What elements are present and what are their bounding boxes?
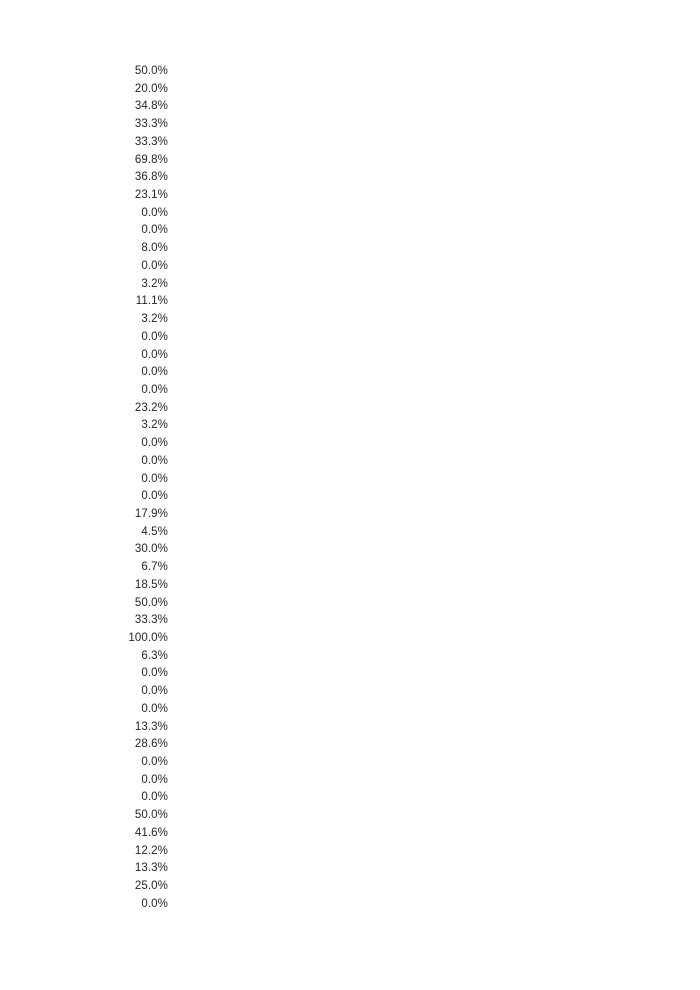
- percentage-value: 0.0%: [141, 472, 168, 485]
- percentage-value: 50.0%: [134, 596, 168, 609]
- percentage-value: 11.1%: [135, 295, 168, 308]
- percentage-value: 41.6%: [134, 826, 168, 839]
- percentage-value: 23.1%: [134, 189, 168, 202]
- percentage-value: 33.3%: [134, 135, 168, 148]
- percentage-value: 50.0%: [134, 809, 168, 822]
- percentage-value: 0.0%: [141, 224, 168, 237]
- percentage-value: 0.0%: [141, 773, 168, 786]
- percentage-value: 0.0%: [141, 206, 168, 219]
- percentage-value: 3.2%: [141, 313, 168, 326]
- percentage-value: 33.3%: [134, 118, 168, 131]
- percentage-value: 0.0%: [141, 791, 168, 804]
- percentage-value: 0.0%: [141, 383, 168, 396]
- percentage-value: 30.0%: [134, 543, 168, 556]
- percentage-value: 33.3%: [134, 614, 168, 627]
- percentage-value: 0.0%: [141, 348, 168, 361]
- percentage-value: 8.0%: [141, 242, 168, 255]
- percentage-value: 17.9%: [134, 507, 168, 520]
- percentage-value: 0.0%: [141, 702, 168, 715]
- percentage-value: 6.7%: [141, 561, 168, 574]
- percentage-value: 28.6%: [134, 738, 168, 751]
- percentage-value: 36.8%: [134, 171, 168, 184]
- percentage-value: 69.8%: [134, 153, 168, 166]
- percentage-value: 0.0%: [141, 454, 168, 467]
- percentage-value: 0.0%: [141, 490, 168, 503]
- percentage-value: 0.0%: [141, 756, 168, 769]
- percentage-value: 4.5%: [141, 525, 168, 538]
- percentage-value: 0.0%: [141, 897, 168, 910]
- percentage-value: 25.0%: [134, 880, 168, 893]
- percentage-value: 6.3%: [141, 649, 168, 662]
- percentage-value: 13.3%: [134, 862, 168, 875]
- percentage-value: 0.0%: [141, 366, 168, 379]
- percentage-value: 0.0%: [141, 685, 168, 698]
- percentage-value: 100.0%: [128, 632, 168, 644]
- percentage-value: 0.0%: [141, 259, 168, 272]
- percentage-value: 3.2%: [141, 277, 168, 290]
- percentage-value: 18.5%: [134, 578, 168, 591]
- percentage-value: 12.2%: [134, 844, 168, 857]
- percentage-value: 34.8%: [134, 100, 168, 113]
- percentage-column: 50.0% 20.0% 34.8% 33.3% 33.3% 69.8% 36.8% 23.1%…: [28, 63, 168, 914]
- percentage-value: 0.0%: [141, 330, 168, 343]
- percentage-value: 3.2%: [141, 419, 168, 432]
- percentage-value: 0.0%: [141, 437, 168, 450]
- percentage-value: 23.2%: [134, 401, 168, 414]
- percentage-value: 50.0%: [134, 65, 168, 77]
- percentage-value: 20.0%: [134, 82, 168, 95]
- percentage-value: 13.3%: [134, 720, 168, 733]
- percentage-value: 0.0%: [141, 667, 168, 680]
